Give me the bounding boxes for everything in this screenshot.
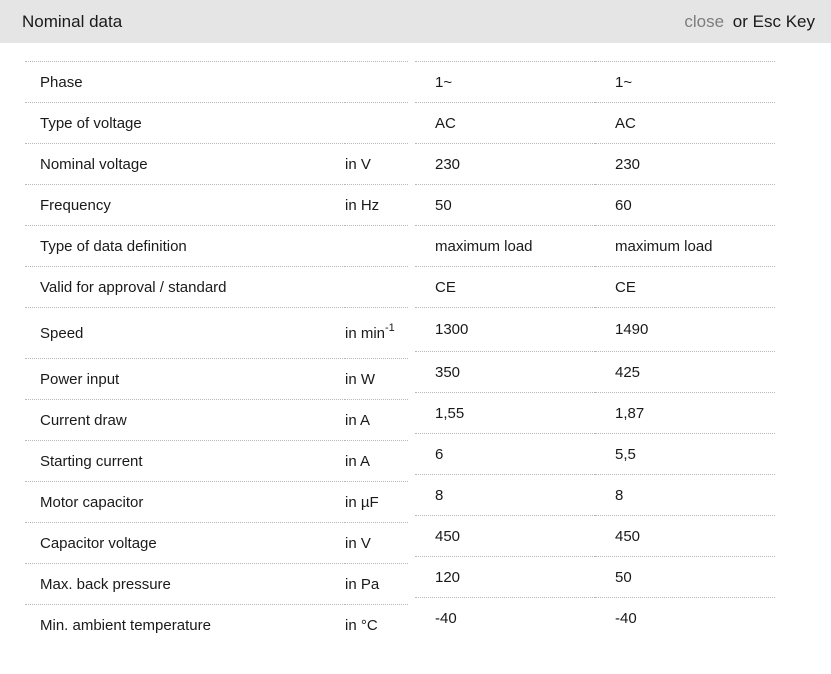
value-row: CE CE — [415, 266, 775, 308]
label-row: Frequency in Hz — [25, 184, 408, 226]
label-row: Starting current in A — [25, 440, 408, 482]
value-row: 1,55 1,87 — [415, 392, 775, 434]
row-label: Speed — [25, 307, 345, 359]
row-label: Type of voltage — [25, 102, 345, 144]
row-value: 1,87 — [595, 392, 775, 434]
close-link[interactable]: close — [684, 11, 725, 31]
row-unit: in A — [345, 440, 408, 482]
row-value: 1300 — [415, 307, 595, 352]
label-row: Speed in min-1 — [25, 307, 408, 359]
modal-header: Nominal data close or Esc Key — [0, 0, 831, 43]
row-label: Phase — [25, 61, 345, 103]
row-value: 1~ — [415, 61, 595, 103]
value-row: 1~ 1~ — [415, 61, 775, 103]
value-row: 50 60 — [415, 184, 775, 226]
row-unit — [345, 61, 408, 103]
value-row: maximum load maximum load — [415, 225, 775, 267]
row-unit — [345, 102, 408, 144]
value-row: AC AC — [415, 102, 775, 144]
row-label: Max. back pressure — [25, 563, 345, 605]
row-label: Starting current — [25, 440, 345, 482]
row-label: Nominal voltage — [25, 143, 345, 185]
row-label: Current draw — [25, 399, 345, 441]
value-row: 1300 1490 — [415, 307, 775, 352]
label-row: Max. back pressure in Pa — [25, 563, 408, 605]
values-table-body: 1~ 1~ AC AC 230 230 50 60 maximum load maximum lo… — [415, 61, 775, 639]
row-value: 60 — [595, 184, 775, 226]
value-row: 230 230 — [415, 143, 775, 185]
row-value: 450 — [595, 515, 775, 557]
value-row: 6 5,5 — [415, 433, 775, 475]
row-value: 5,5 — [595, 433, 775, 475]
row-value: 120 — [415, 556, 595, 598]
row-label: Power input — [25, 358, 345, 400]
row-value: 1,55 — [415, 392, 595, 434]
label-row: Power input in W — [25, 358, 408, 400]
row-unit: in Pa — [345, 563, 408, 605]
label-row: Current draw in A — [25, 399, 408, 441]
row-value: 50 — [415, 184, 595, 226]
row-value: CE — [595, 266, 775, 308]
row-label: Valid for approval / standard — [25, 266, 345, 308]
row-value: 6 — [415, 433, 595, 475]
modal-title: Nominal data — [22, 11, 123, 31]
row-value: CE — [415, 266, 595, 308]
label-row: Type of data definition — [25, 225, 408, 267]
close-area: close or Esc Key — [684, 12, 815, 32]
esc-key-hint: or Esc Key — [732, 11, 815, 31]
label-row: Capacitor voltage in V — [25, 522, 408, 564]
row-value: 230 — [415, 143, 595, 185]
row-value: AC — [415, 102, 595, 144]
row-label: Frequency — [25, 184, 345, 226]
label-row: Phase — [25, 61, 408, 103]
row-unit: in V — [345, 522, 408, 564]
row-unit: in V — [345, 143, 408, 185]
row-unit: in µF — [345, 481, 408, 523]
row-unit: in min-1 — [345, 307, 408, 359]
row-value: maximum load — [415, 225, 595, 267]
value-row: 450 450 — [415, 515, 775, 557]
row-value: 425 — [595, 351, 775, 393]
label-row: Nominal voltage in V — [25, 143, 408, 185]
row-value: maximum load — [595, 225, 775, 267]
row-value: AC — [595, 102, 775, 144]
row-label: Min. ambient temperature — [25, 604, 345, 646]
row-unit: in °C — [345, 604, 408, 646]
row-value: 230 — [595, 143, 775, 185]
row-value: 450 — [415, 515, 595, 557]
row-value: -40 — [415, 597, 595, 639]
label-row: Type of voltage — [25, 102, 408, 144]
unit-superscript: -1 — [385, 321, 395, 334]
row-value: 1~ — [595, 61, 775, 103]
row-unit — [345, 266, 408, 308]
value-row: 120 50 — [415, 556, 775, 598]
row-value: 1490 — [595, 307, 775, 352]
row-label: Motor capacitor — [25, 481, 345, 523]
value-row: -40 -40 — [415, 597, 775, 639]
value-row: 350 425 — [415, 351, 775, 393]
label-row: Motor capacitor in µF — [25, 481, 408, 523]
row-unit: in Hz — [345, 184, 408, 226]
label-row: Min. ambient temperature in °C — [25, 604, 408, 646]
row-unit: in A — [345, 399, 408, 441]
row-value: 50 — [595, 556, 775, 598]
row-value: -40 — [595, 597, 775, 639]
row-value: 350 — [415, 351, 595, 393]
row-label: Capacitor voltage — [25, 522, 345, 564]
row-value: 8 — [415, 474, 595, 516]
values-table: 1~ 1~ AC AC 230 230 50 60 maximum load maximum lo… — [415, 61, 775, 639]
label-row: Valid for approval / standard — [25, 266, 408, 308]
row-label: Type of data definition — [25, 225, 345, 267]
row-unit — [345, 225, 408, 267]
row-unit: in W — [345, 358, 408, 400]
row-value: 8 — [595, 474, 775, 516]
